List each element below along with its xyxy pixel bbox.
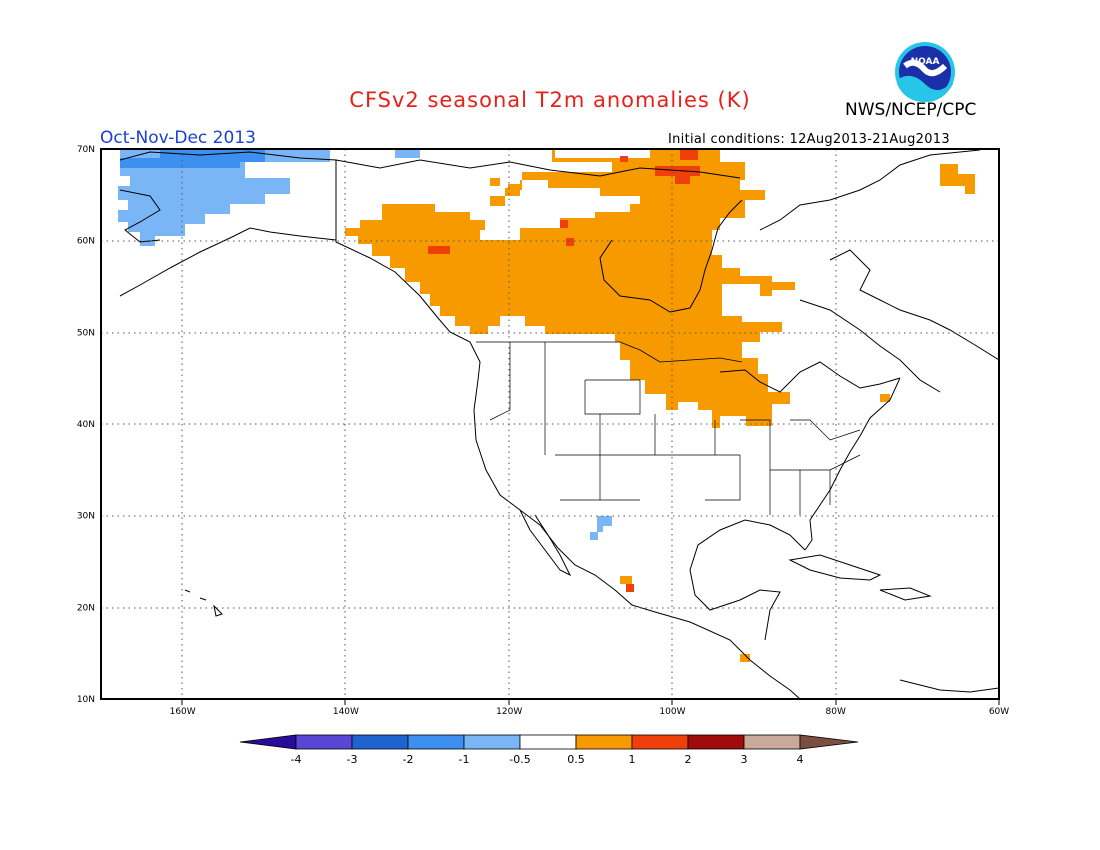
colorbar-segment bbox=[631, 734, 689, 750]
colorbar-label: 0.5 bbox=[567, 753, 585, 766]
colorbar-label: 4 bbox=[797, 753, 804, 766]
lon-tick-label: 160W bbox=[170, 707, 196, 717]
lat-tick-label: 60N bbox=[77, 237, 95, 247]
colorbar-label: -4 bbox=[291, 753, 302, 766]
noaa-logo: NOAA bbox=[893, 40, 957, 108]
lon-tick-label: 120W bbox=[496, 707, 522, 717]
lat-tick-label: 20N bbox=[77, 603, 95, 613]
initial-conditions: Initial conditions: 12Aug2013-21Aug2013 bbox=[668, 132, 950, 147]
colorbar-label: -0.5 bbox=[509, 753, 530, 766]
noaa-logo-text: NOAA bbox=[911, 57, 940, 67]
colorbar-segment bbox=[687, 734, 745, 750]
agency-label: NWS/NCEP/CPC bbox=[845, 100, 977, 120]
lat-tick-label: 30N bbox=[77, 512, 95, 522]
anomaly-fill-layer bbox=[118, 150, 975, 662]
colorbar-left-arrow bbox=[239, 734, 297, 750]
lat-tick-label: 10N bbox=[77, 695, 95, 705]
season-period: Oct-Nov-Dec 2013 bbox=[100, 128, 256, 148]
lon-tick-label: 140W bbox=[333, 707, 359, 717]
colorbar-label: 3 bbox=[741, 753, 748, 766]
colorbar-segment bbox=[743, 734, 801, 750]
colorbar bbox=[239, 734, 859, 750]
chart-title: CFSv2 seasonal T2m anomalies (K) bbox=[349, 88, 751, 112]
state-borders bbox=[489, 342, 861, 515]
colorbar-label: 1 bbox=[629, 753, 636, 766]
colorbar-label: -2 bbox=[403, 753, 414, 766]
graticule-grid bbox=[101, 149, 999, 699]
colorbar-right-arrow bbox=[799, 734, 859, 750]
colorbar-segment bbox=[407, 734, 465, 750]
lat-tick-label: 70N bbox=[77, 145, 95, 155]
colorbar-label: -3 bbox=[347, 753, 358, 766]
colorbar-segment bbox=[463, 734, 521, 750]
colorbar-label: -1 bbox=[459, 753, 470, 766]
lon-tick-label: 100W bbox=[659, 707, 685, 717]
lon-tick-label: 80W bbox=[826, 707, 846, 717]
lat-tick-label: 40N bbox=[77, 420, 95, 430]
lat-tick-label: 50N bbox=[77, 328, 95, 338]
coastline-layer bbox=[119, 149, 999, 699]
colorbar-segment bbox=[295, 734, 353, 750]
lon-tick-label: 60W bbox=[989, 707, 1009, 717]
colorbar-segment bbox=[351, 734, 409, 750]
colorbar-label: 2 bbox=[685, 753, 692, 766]
map-frame bbox=[100, 148, 1000, 700]
colorbar-segment bbox=[575, 734, 633, 750]
colorbar-segment bbox=[519, 734, 577, 750]
